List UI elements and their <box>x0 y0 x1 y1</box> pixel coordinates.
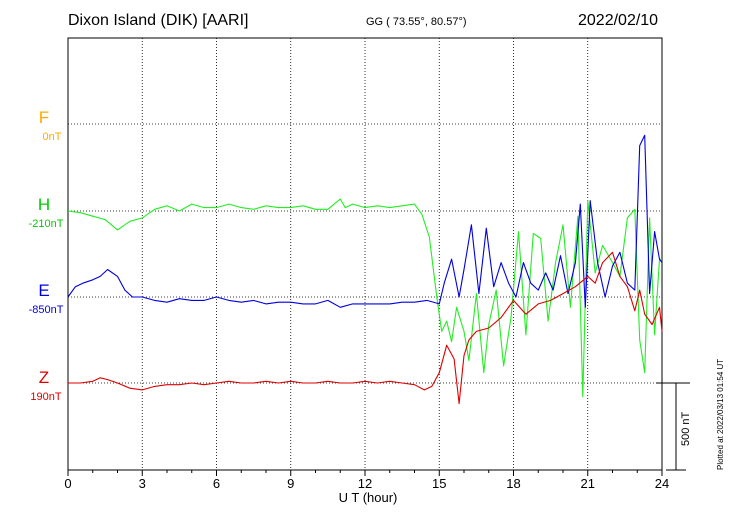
series-z-line <box>68 251 663 405</box>
x-tick-label: 15 <box>432 476 447 491</box>
component-f-baseline: 0nT <box>42 131 62 143</box>
x-tick-label: 6 <box>212 476 221 491</box>
scale-bar <box>656 382 690 471</box>
station-title: Dixon Island (DIK) [AARI] <box>68 12 249 29</box>
geo-coordinates: GG ( 73.55°, 80.57°) <box>366 16 467 28</box>
component-z-baseline: 190nT <box>30 391 62 403</box>
x-axis-label: U T (hour) <box>338 490 398 505</box>
component-f-label: F <box>38 108 50 127</box>
component-h-label: H <box>37 195 51 214</box>
series-e-line <box>67 134 663 308</box>
plotted-timestamp: Plotted at 2022/03/13 01:54 UT <box>716 358 725 470</box>
component-z-label: Z <box>38 368 50 387</box>
component-e-label: E <box>38 281 50 300</box>
traces <box>67 134 663 405</box>
plot-grid <box>67 37 663 476</box>
series-h-line <box>67 198 662 398</box>
plot-date: 2022/02/10 <box>578 12 659 29</box>
component-h-baseline: -210nT <box>28 218 64 230</box>
x-tick-label: 24 <box>654 476 670 491</box>
x-tick-label: 18 <box>506 476 521 491</box>
x-tick-label: 3 <box>138 476 146 491</box>
x-tick-label: 21 <box>580 476 595 491</box>
scale-bar-label: 500 nT <box>680 411 692 446</box>
x-tick-label: 9 <box>287 476 295 491</box>
x-tick-label: 12 <box>357 476 373 491</box>
x-tick-label: 0 <box>64 476 72 491</box>
component-e-baseline: -850nT <box>28 304 64 316</box>
